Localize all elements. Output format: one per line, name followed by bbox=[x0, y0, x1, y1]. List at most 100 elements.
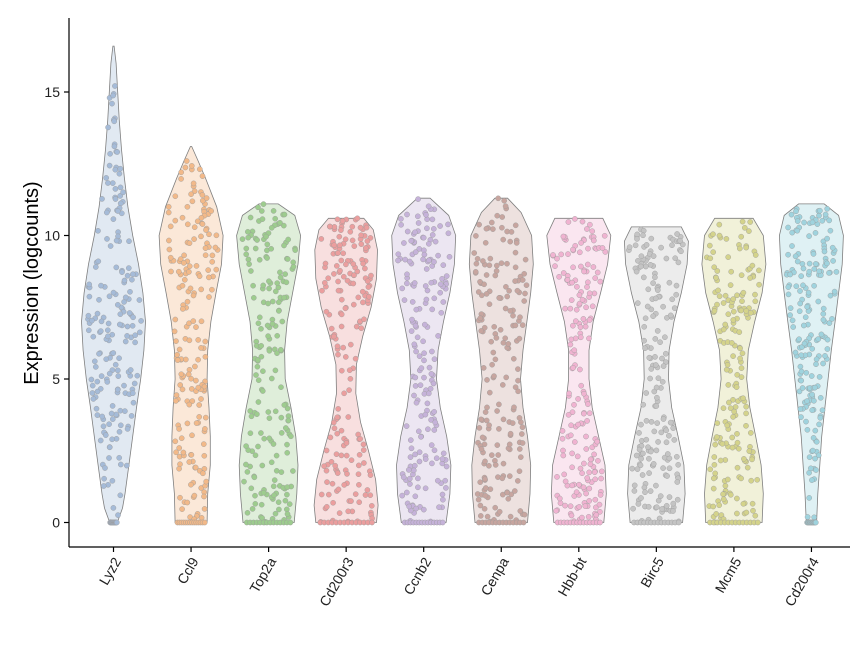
point-Cd200r3 bbox=[350, 280, 357, 287]
point-Hbb-bt bbox=[576, 504, 583, 510]
point-Hbb-bt bbox=[570, 246, 576, 253]
point-Mcm5 bbox=[743, 244, 750, 251]
point-Cd200r3 bbox=[340, 273, 347, 280]
point-Cenpa bbox=[512, 264, 519, 271]
point-Ccl9 bbox=[173, 338, 179, 344]
point-Cd200r4 bbox=[798, 273, 805, 279]
point-Cd200r3 bbox=[352, 355, 359, 362]
point-Birc5 bbox=[653, 447, 660, 454]
point-Top2a bbox=[264, 255, 270, 261]
point-Birc5 bbox=[664, 473, 670, 479]
point-Mcm5 bbox=[734, 495, 740, 502]
point-Cenpa bbox=[482, 492, 489, 499]
point-Birc5 bbox=[647, 488, 654, 494]
point-Mcm5 bbox=[738, 374, 745, 380]
point-Hbb-bt bbox=[601, 232, 608, 239]
point-Top2a bbox=[258, 501, 265, 508]
point-Ccl9 bbox=[173, 449, 179, 456]
point-Lyz2 bbox=[94, 310, 101, 317]
point-Hbb-bt bbox=[586, 485, 593, 492]
point-Top2a bbox=[252, 245, 259, 252]
point-Lyz2 bbox=[126, 310, 133, 316]
point-Top2a bbox=[290, 263, 297, 270]
point-Top2a bbox=[275, 499, 282, 506]
point-Lyz2 bbox=[94, 388, 101, 395]
point-Top2a bbox=[274, 280, 281, 286]
point-Ccl9 bbox=[184, 499, 191, 506]
point-Lyz2 bbox=[112, 196, 119, 202]
point-Cenpa bbox=[517, 508, 524, 514]
point-Ccl9 bbox=[179, 214, 186, 221]
point-Ccnb2 bbox=[422, 283, 429, 289]
point-Ccnb2 bbox=[423, 296, 430, 303]
point-Hbb-bt bbox=[578, 382, 585, 389]
point-Hbb-bt bbox=[569, 450, 575, 457]
point-Hbb-bt bbox=[591, 290, 598, 297]
point-Cd200r4 bbox=[815, 336, 822, 342]
point-Cd200r3 bbox=[330, 499, 336, 506]
point-Lyz2 bbox=[105, 320, 112, 327]
point-Birc5 bbox=[669, 242, 675, 248]
point-Lyz2 bbox=[134, 372, 141, 379]
point-Ccnb2 bbox=[422, 456, 429, 462]
point-Cenpa bbox=[512, 278, 518, 284]
point-Birc5 bbox=[671, 437, 678, 443]
point-Cd200r4 bbox=[824, 346, 831, 352]
point-Ccnb2 bbox=[404, 280, 410, 287]
point-Top2a bbox=[282, 425, 289, 431]
point-Cd200r3 bbox=[343, 452, 350, 459]
point-Ccl9 bbox=[201, 493, 207, 500]
point-Birc5 bbox=[670, 500, 677, 507]
point-Lyz2 bbox=[115, 512, 121, 518]
point-Ccnb2 bbox=[428, 279, 435, 286]
point-Hbb-bt bbox=[585, 261, 591, 268]
point-Birc5 bbox=[653, 362, 659, 368]
point-Cd200r4 bbox=[801, 340, 808, 347]
point-Cd200r4 bbox=[809, 219, 816, 226]
point-Cd200r3 bbox=[341, 482, 348, 488]
point-Top2a bbox=[274, 350, 280, 357]
point-Ccnb2 bbox=[440, 450, 447, 457]
point-Birc5 bbox=[637, 462, 644, 469]
point-Hbb-bt bbox=[550, 252, 556, 258]
point-Birc5 bbox=[660, 363, 667, 369]
point-Ccnb2 bbox=[407, 454, 414, 460]
point-Ccl9 bbox=[171, 328, 178, 335]
point-Birc5 bbox=[660, 303, 666, 310]
point-Birc5 bbox=[644, 303, 651, 310]
point-Top2a bbox=[256, 256, 263, 263]
point-Birc5 bbox=[634, 236, 640, 242]
point-Ccl9 bbox=[172, 217, 179, 224]
point-Cd200r3 bbox=[346, 367, 353, 374]
point-Cenpa bbox=[502, 305, 509, 312]
point-Cd200r4 bbox=[794, 218, 801, 224]
point-Ccnb2 bbox=[415, 196, 421, 202]
point-Mcm5 bbox=[730, 317, 737, 323]
point-Ccnb2 bbox=[431, 356, 438, 363]
point-Lyz2 bbox=[116, 170, 123, 177]
point-Ccnb2 bbox=[417, 382, 424, 389]
point-Top2a bbox=[272, 408, 279, 415]
point-Lyz2 bbox=[111, 143, 118, 150]
point-Lyz2 bbox=[117, 492, 124, 499]
point-Lyz2 bbox=[124, 272, 131, 279]
point-Cd200r3 bbox=[333, 263, 340, 269]
point-Top2a bbox=[272, 510, 279, 517]
point-Cenpa bbox=[481, 505, 488, 512]
point-Ccnb2 bbox=[409, 316, 415, 323]
point-Hbb-bt bbox=[596, 501, 603, 508]
point-Birc5 bbox=[673, 282, 680, 289]
point-Lyz2 bbox=[117, 165, 124, 172]
point-Cd200r4 bbox=[817, 394, 824, 401]
violin-Cenpa bbox=[468, 197, 534, 523]
point-Mcm5 bbox=[734, 464, 741, 471]
point-Lyz2 bbox=[97, 437, 104, 444]
point-Top2a bbox=[284, 449, 291, 456]
point-Lyz2 bbox=[122, 294, 129, 301]
point-Cenpa bbox=[489, 361, 495, 368]
point-Hbb-bt bbox=[565, 219, 572, 225]
point-Top2a bbox=[261, 435, 268, 442]
point-Ccl9 bbox=[165, 203, 172, 210]
point-Birc5 bbox=[654, 394, 660, 401]
point-Birc5 bbox=[639, 472, 646, 478]
